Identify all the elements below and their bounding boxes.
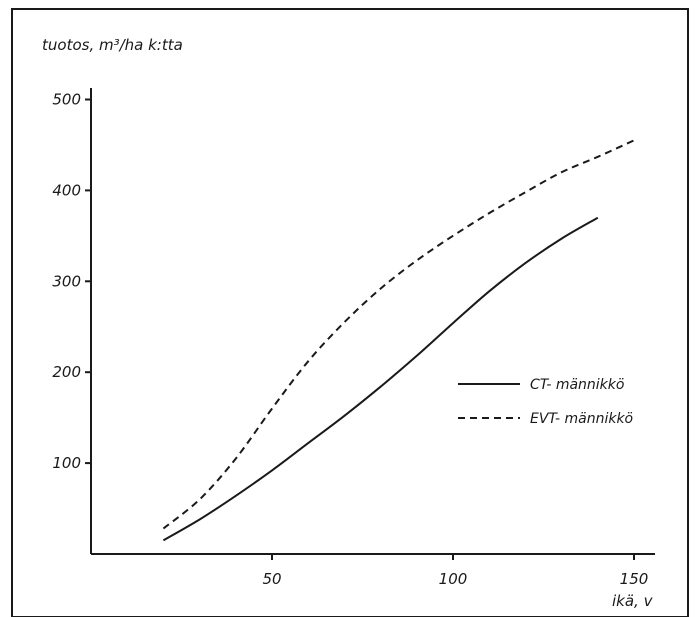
y-tick-label: 100 [52, 454, 81, 472]
legend-label-evt: EVT- männikkö [530, 411, 633, 427]
x-tick-label: 50 [262, 570, 281, 588]
y-tick-label: 500 [52, 91, 81, 109]
legend-label-ct: CT- männikkö [530, 377, 624, 393]
y-tick-label: 400 [52, 181, 81, 199]
series-line-ct [162, 216, 599, 542]
series-layer [162, 139, 635, 542]
y-tick-label: 200 [52, 363, 81, 381]
x-axis-label: ikä, v [612, 592, 654, 610]
y-tick-label: 300 [52, 272, 81, 290]
x-tick-label: 150 [620, 570, 649, 588]
figure-border [11, 8, 689, 617]
axes: 100 200 300 400 500 50 100 150 [52, 88, 655, 588]
series-line-evt [162, 139, 635, 530]
legend: CT- männikkö EVT- männikkö [458, 377, 633, 427]
x-tick-label: 100 [439, 570, 468, 588]
y-axis-label: tuotos, m³/ha k:tta [42, 36, 183, 54]
